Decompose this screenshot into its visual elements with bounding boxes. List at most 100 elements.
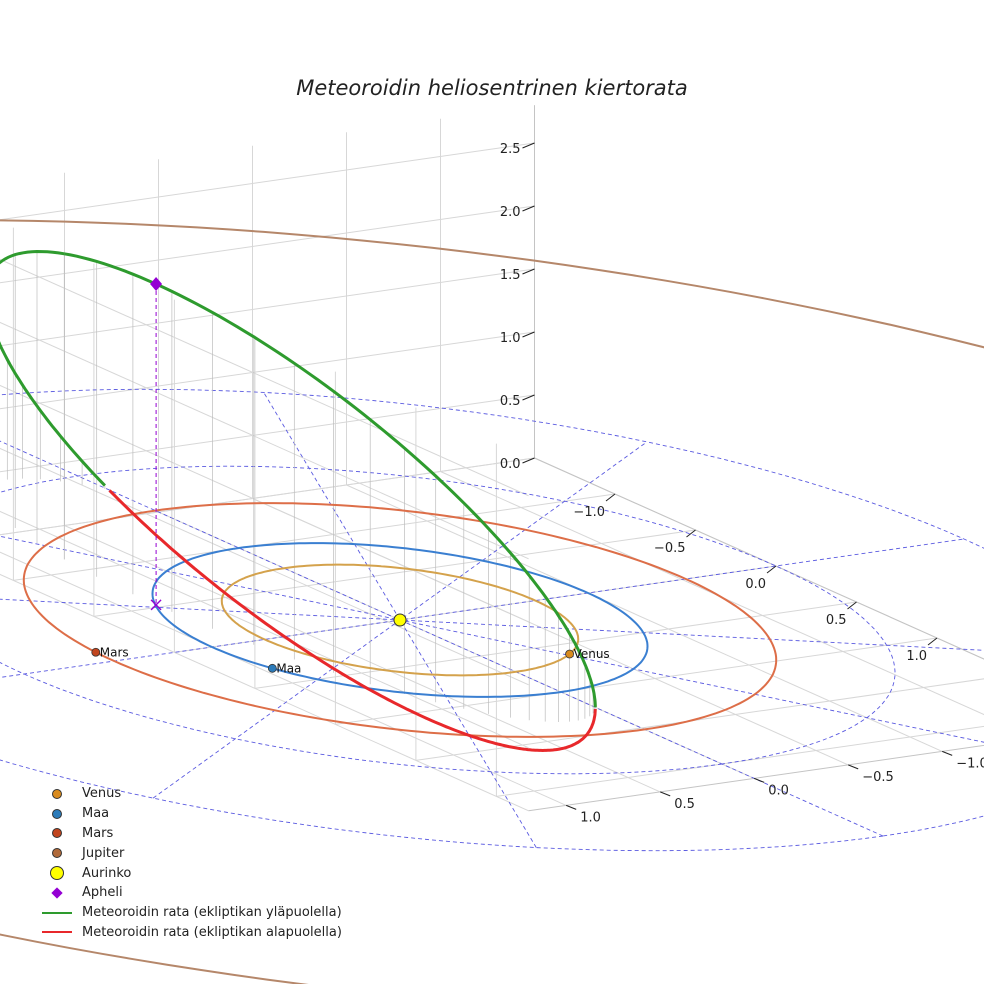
legend-marker: [52, 848, 62, 859]
planet-label-maa: Maa: [276, 661, 301, 675]
trajectory-above: [64, 252, 597, 708]
meteoroid-trajectory: [0, 249, 597, 753]
legend-marker: [50, 866, 64, 881]
y-tick-mark: [848, 764, 859, 770]
y-tick-mark: [660, 791, 671, 797]
z-tick-mark: [522, 142, 535, 149]
wall-gridline: [0, 447, 529, 686]
legend: Venus Maa Mars Jupiter Aurinko Apheli Me…: [40, 784, 342, 942]
x-tick-mark: [766, 565, 777, 574]
x-tick-mark: [927, 637, 938, 646]
z-tick-label: 1.0: [500, 331, 521, 346]
tick-labels: −1.0−0.50.00.51.01.52.0−1.5−1.0−0.50.00.…: [500, 142, 984, 825]
floor-gridline: [496, 725, 984, 797]
wall-gridline: [0, 268, 535, 347]
wall-gridline: [0, 205, 535, 284]
aphelion-marker: [150, 277, 163, 292]
z-tick-label: 0.0: [500, 457, 521, 472]
sun-marker: [393, 613, 407, 627]
orbit-mars: [22, 502, 778, 738]
legend-label: Jupiter: [82, 845, 125, 861]
legend-item-mars: Mars: [40, 824, 342, 844]
floor-gridline: [93, 529, 696, 617]
planet-label-mars: Mars: [100, 645, 129, 659]
z-tick-label: 1.5: [500, 268, 521, 283]
trajectory-above: [0, 249, 106, 487]
legend-item-jupiter: Jupiter: [40, 843, 342, 863]
legend-marker: [51, 887, 63, 899]
floor-gridline: [0, 457, 535, 536]
y-tick-label: −0.5: [862, 770, 894, 785]
z-tick-label: 2.0: [500, 205, 521, 220]
axes-grid: [0, 105, 984, 812]
x-tick-label: −0.5: [654, 541, 686, 556]
aphelion-projection-marker: [150, 599, 162, 611]
x-tick-label: 0.5: [826, 613, 847, 628]
floor-gridline: [0, 551, 567, 806]
wall-gridline: [0, 510, 529, 749]
projection-lines: [6, 251, 596, 722]
x-tick-label: 1.0: [906, 649, 927, 664]
legend-item-apheli: Apheli: [40, 883, 342, 903]
legend-item-aurinko: Aurinko: [40, 863, 342, 883]
legend-label: Venus: [82, 786, 122, 802]
markers: Venus Maa Mars: [91, 277, 610, 675]
wall-gridline: [0, 394, 535, 473]
floor-gridline: [335, 637, 938, 725]
legend-label: Meteoroidin rata (ekliptikan alapuolella…: [82, 924, 342, 940]
planet-label-venus: Venus: [574, 647, 610, 661]
floor-gridline: [346, 484, 943, 752]
legend-label: Meteoroidin rata (ekliptikan yläpuolella…: [82, 905, 342, 921]
polar-spoke: [0, 538, 965, 678]
planet-marker-mars: [91, 647, 101, 657]
legend-item-venus: Venus: [40, 784, 342, 804]
y-tick-label: 0.5: [674, 797, 695, 812]
wall-gridline: [0, 331, 535, 410]
z-tick-mark: [522, 331, 535, 338]
y-tick-mark: [566, 804, 577, 810]
z-tick-label: 0.5: [500, 394, 521, 409]
y-tick-label: 1.0: [580, 810, 601, 825]
wall-gridline: [0, 142, 535, 221]
legend-item-trajectory-below: Meteoroidin rata (ekliptikan alapuolella…: [40, 923, 342, 943]
polar-spoke: [0, 440, 884, 837]
z-tick-mark: [522, 205, 535, 212]
z-tick-label: 2.5: [500, 142, 521, 157]
legend-marker: [52, 828, 62, 839]
floor-gridline: [254, 601, 857, 689]
x-tick-label: −1.0: [573, 505, 605, 520]
wall-gridline: [0, 321, 529, 560]
axis-border: [528, 457, 984, 812]
wall-gridline: [0, 457, 535, 536]
x-tick-mark: [847, 601, 857, 610]
chart-title: Meteoroidin heliosentrinen kiertorata: [296, 76, 688, 100]
orbit-venus: [220, 563, 580, 677]
y-tick-mark: [754, 777, 765, 783]
planet-marker-venus: [565, 649, 574, 659]
z-tick-mark: [522, 394, 535, 401]
floor-gridline: [440, 471, 984, 716]
legend-marker: [42, 911, 72, 914]
z-tick-mark: [522, 457, 535, 464]
y-tick-mark: [942, 750, 953, 756]
legend-marker: [52, 808, 62, 819]
y-tick-label: −1.0: [956, 756, 984, 771]
wall-gridline: [0, 573, 529, 812]
legend-item-maa: Maa: [40, 804, 342, 824]
planet-orbits: [0, 219, 984, 984]
y-tick-label: 0.0: [768, 783, 789, 798]
legend-label: Apheli: [82, 885, 123, 901]
legend-marker: [52, 788, 62, 799]
planet-marker-maa: [267, 663, 277, 673]
floor-gridline: [415, 678, 984, 761]
x-tick-mark: [605, 493, 616, 502]
trajectory-below: [108, 489, 597, 753]
x-tick-mark: [686, 529, 696, 538]
legend-label: Mars: [82, 825, 114, 841]
legend-label: Aurinko: [82, 865, 132, 881]
floor-gridline: [13, 493, 616, 581]
legend-marker: [42, 931, 72, 934]
z-tick-mark: [522, 268, 535, 275]
